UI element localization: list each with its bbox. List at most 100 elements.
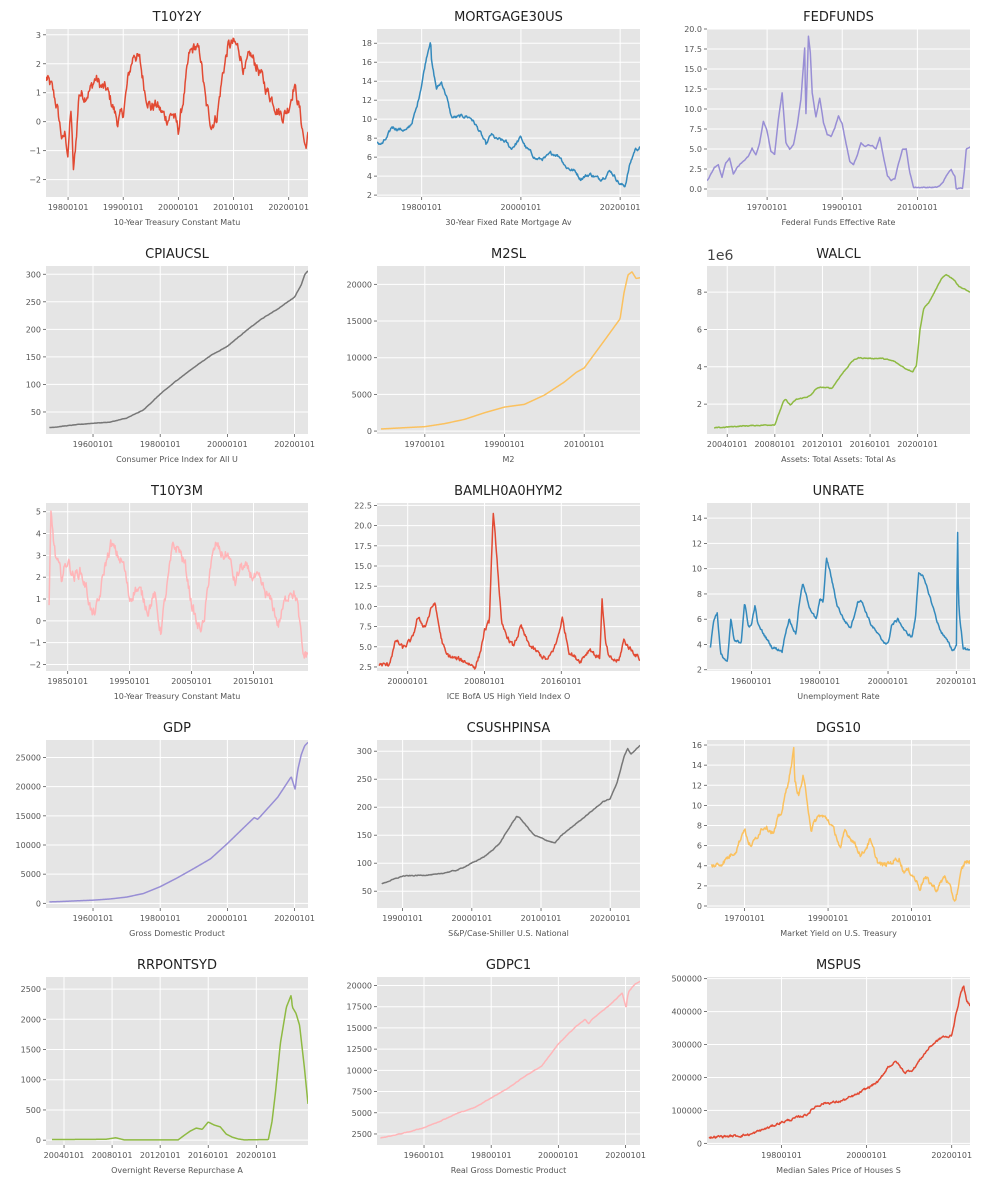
series-line xyxy=(377,42,640,188)
x-tick-label: 20160101 xyxy=(850,440,891,449)
y-tick-label: 12 xyxy=(692,539,702,548)
y-tick-label: 100000 xyxy=(671,1106,702,1115)
y-tick-label: 10000 xyxy=(347,354,372,363)
y-tick-label: 0 xyxy=(36,899,41,908)
y-tick-label: 10.0 xyxy=(354,602,372,611)
x-tick-label: 20100101 xyxy=(564,440,605,449)
plot-area xyxy=(46,740,308,908)
y-tick-label: 8 xyxy=(697,288,702,297)
y-tick-label: 14 xyxy=(362,77,372,86)
series-line xyxy=(48,510,308,659)
x-tick-label: 20200101 xyxy=(274,914,315,923)
series-line xyxy=(710,746,970,902)
subplot-title: T10Y2Y xyxy=(152,10,202,25)
plot-area xyxy=(707,266,970,434)
subplot-mspus: 0 100000 200000 300000 400000 500000 19800101 2… xyxy=(671,958,972,1175)
x-tick-label: 20200101 xyxy=(897,440,938,449)
x-tick-label: 19950101 xyxy=(109,677,150,686)
y-tick-label: 5000 xyxy=(352,1109,372,1118)
y-tick-label: 8 xyxy=(367,134,372,143)
plot-area xyxy=(377,266,640,434)
x-tick-label: 20200101 xyxy=(268,203,309,212)
y-tick-label: 3 xyxy=(36,31,41,40)
y-tick-label: 5.0 xyxy=(359,643,372,652)
x-tick-label: 20100101 xyxy=(897,203,938,212)
y-tick-label: 200 xyxy=(26,325,41,334)
subplot-walcl: 2 4 6 8 20040101 20080101 20120101 20160101 2020… xyxy=(697,247,970,464)
y-tick-label: −1 xyxy=(29,147,41,156)
x-tick-label: 20160101 xyxy=(188,1151,229,1160)
plot-area xyxy=(377,740,640,908)
y-tick-label: 0 xyxy=(36,617,41,626)
x-tick-label: 19600101 xyxy=(404,1151,445,1160)
x-tick-label: 19900101 xyxy=(484,440,525,449)
y-tick-label: 25000 xyxy=(16,754,41,763)
y-tick-label: 10 xyxy=(362,115,372,124)
series-line xyxy=(378,512,640,670)
subplot-title: MSPUS xyxy=(816,958,861,973)
series-line xyxy=(46,37,308,171)
y-tick-label: 6 xyxy=(697,325,702,334)
x-tick-label: 19800101 xyxy=(471,1151,512,1160)
y-tick-label: 2.5 xyxy=(689,165,702,174)
y-tick-label: 200000 xyxy=(671,1073,702,1082)
x-tick-label: 19700101 xyxy=(747,203,788,212)
y-tick-label: 10 xyxy=(692,801,702,810)
y-tick-label: 16 xyxy=(692,741,702,750)
y-tick-label: 17500 xyxy=(347,1003,372,1012)
x-tick-label: 20200101 xyxy=(600,203,641,212)
x-tick-label: 20000101 xyxy=(387,677,428,686)
subplot-mortgage30us: 2 4 6 8 10 12 14 16 18 19800101 20000101 20200101 MO… xyxy=(362,10,641,227)
x-tick-label: 19600101 xyxy=(73,440,114,449)
x-tick-label: 20040101 xyxy=(707,440,748,449)
y-tick-label: 0 xyxy=(36,118,41,127)
x-tick-label: 20000101 xyxy=(868,677,909,686)
y-tick-label: 14 xyxy=(692,761,702,770)
y-tick-label: 6 xyxy=(697,842,702,851)
x-tick-label: 19800101 xyxy=(401,203,442,212)
x-tick-label: 20080101 xyxy=(92,1151,133,1160)
y-tick-label: 7.5 xyxy=(359,623,372,632)
y-tick-label: 10 xyxy=(692,565,702,574)
x-tick-label: 20100101 xyxy=(213,203,254,212)
plot-area xyxy=(46,266,308,434)
y-tick-label: 7.5 xyxy=(689,125,702,134)
y-tick-label: 4 xyxy=(367,172,372,181)
x-tick-label: 19800101 xyxy=(761,1151,802,1160)
x-tick-label: 20120101 xyxy=(802,440,843,449)
y-tick-label: 50 xyxy=(362,887,372,896)
y-tick-label: 1 xyxy=(36,595,41,604)
y-tick-label: 4 xyxy=(36,530,41,539)
y-tick-label: 15000 xyxy=(347,1024,372,1033)
subplot-rrpontsyd: 0 500 1000 1500 2000 2500 20040101 20080101 2012… xyxy=(21,958,308,1175)
x-tick-label: 20200101 xyxy=(931,1151,972,1160)
x-tick-label: 20000101 xyxy=(207,914,248,923)
axis-offset-label: 1e6 xyxy=(707,248,734,264)
y-tick-label: 200 xyxy=(357,803,372,812)
x-axis-label: Unemployment Rate xyxy=(797,692,879,701)
y-tick-label: 150 xyxy=(26,353,41,362)
subplot-title: FEDFUNDS xyxy=(803,10,874,25)
y-tick-label: 150 xyxy=(357,831,372,840)
x-tick-label: 19800101 xyxy=(48,203,89,212)
series-line xyxy=(51,994,308,1141)
x-tick-label: 20000101 xyxy=(451,914,492,923)
subplot-csushpinsa: 50 100 150 200 250 300 19900101 20000101 2010010… xyxy=(357,721,640,938)
x-tick-label: 20080101 xyxy=(754,440,795,449)
x-tick-label: 20150101 xyxy=(233,677,274,686)
x-tick-label: 20200101 xyxy=(274,440,315,449)
x-axis-label: Assets: Total Assets: Total As xyxy=(781,455,896,464)
x-axis-label: Overnight Reverse Repurchase A xyxy=(111,1166,243,1175)
y-tick-label: 5.0 xyxy=(689,145,702,154)
subplot-title: BAMLH0A0HYM2 xyxy=(454,484,563,499)
y-tick-label: 0 xyxy=(697,1139,702,1148)
subplot-title: UNRATE xyxy=(813,484,865,499)
x-tick-label: 19600101 xyxy=(73,914,114,923)
y-tick-label: 2 xyxy=(697,882,702,891)
y-tick-label: 12 xyxy=(362,96,372,105)
y-tick-label: 5000 xyxy=(352,390,372,399)
y-tick-label: 2 xyxy=(697,666,702,675)
y-tick-label: 4 xyxy=(697,640,702,649)
y-tick-label: 17.5 xyxy=(684,45,702,54)
y-tick-label: 10000 xyxy=(16,841,41,850)
